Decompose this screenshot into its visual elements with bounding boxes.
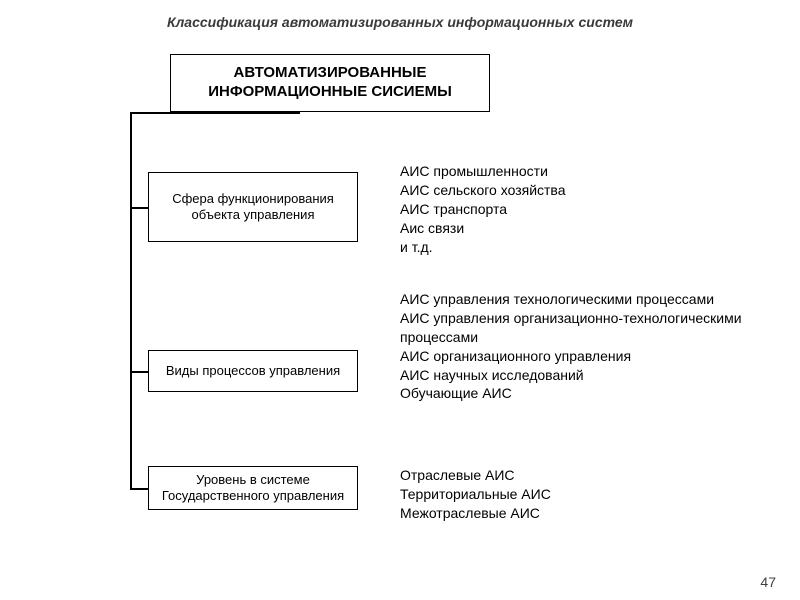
branch-connector-gov-level (130, 488, 148, 490)
branch-list-process-types: АИС управления технологическими процесса… (400, 290, 800, 403)
list-item: Межотраслевые АИС (400, 504, 551, 523)
list-item: АИС научных исследований (400, 366, 800, 385)
list-item: и т.д. (400, 238, 566, 257)
slide-number: 47 (760, 574, 776, 590)
list-item: Обучающие АИС (400, 384, 800, 403)
branch-list-sphere: АИС промышленностиАИС сельского хозяйств… (400, 162, 566, 256)
root-node: АВТОМАТИЗИРОВАННЫЕ ИНФОРМАЦИОННЫЕ СИСИЕМ… (170, 54, 490, 112)
branch-connector-process-types (130, 371, 148, 373)
list-item: АИС организационного управления (400, 347, 800, 366)
trunk-vertical (130, 112, 132, 488)
branch-box-process-types: Виды процессов управления (148, 350, 358, 392)
branch-connector-sphere (130, 207, 148, 209)
root-horizontal-connector (130, 112, 300, 114)
branch-list-gov-level: Отраслевые АИСТерриториальные АИСМежотра… (400, 466, 551, 523)
branch-box-gov-level: Уровень в системе Государственного управ… (148, 466, 358, 510)
list-item: АИС сельского хозяйства (400, 181, 566, 200)
list-item: АИС управления технологическими процесса… (400, 290, 800, 309)
list-item: Отраслевые АИС (400, 466, 551, 485)
page-title: Классификация автоматизированных информа… (0, 14, 800, 30)
list-item: Аис связи (400, 219, 566, 238)
list-item: АИС управления организационно-технологич… (400, 309, 800, 347)
list-item: АИС промышленности (400, 162, 566, 181)
branch-box-sphere: Сфера функционирования объекта управлени… (148, 172, 358, 242)
list-item: АИС транспорта (400, 200, 566, 219)
list-item: Территориальные АИС (400, 485, 551, 504)
